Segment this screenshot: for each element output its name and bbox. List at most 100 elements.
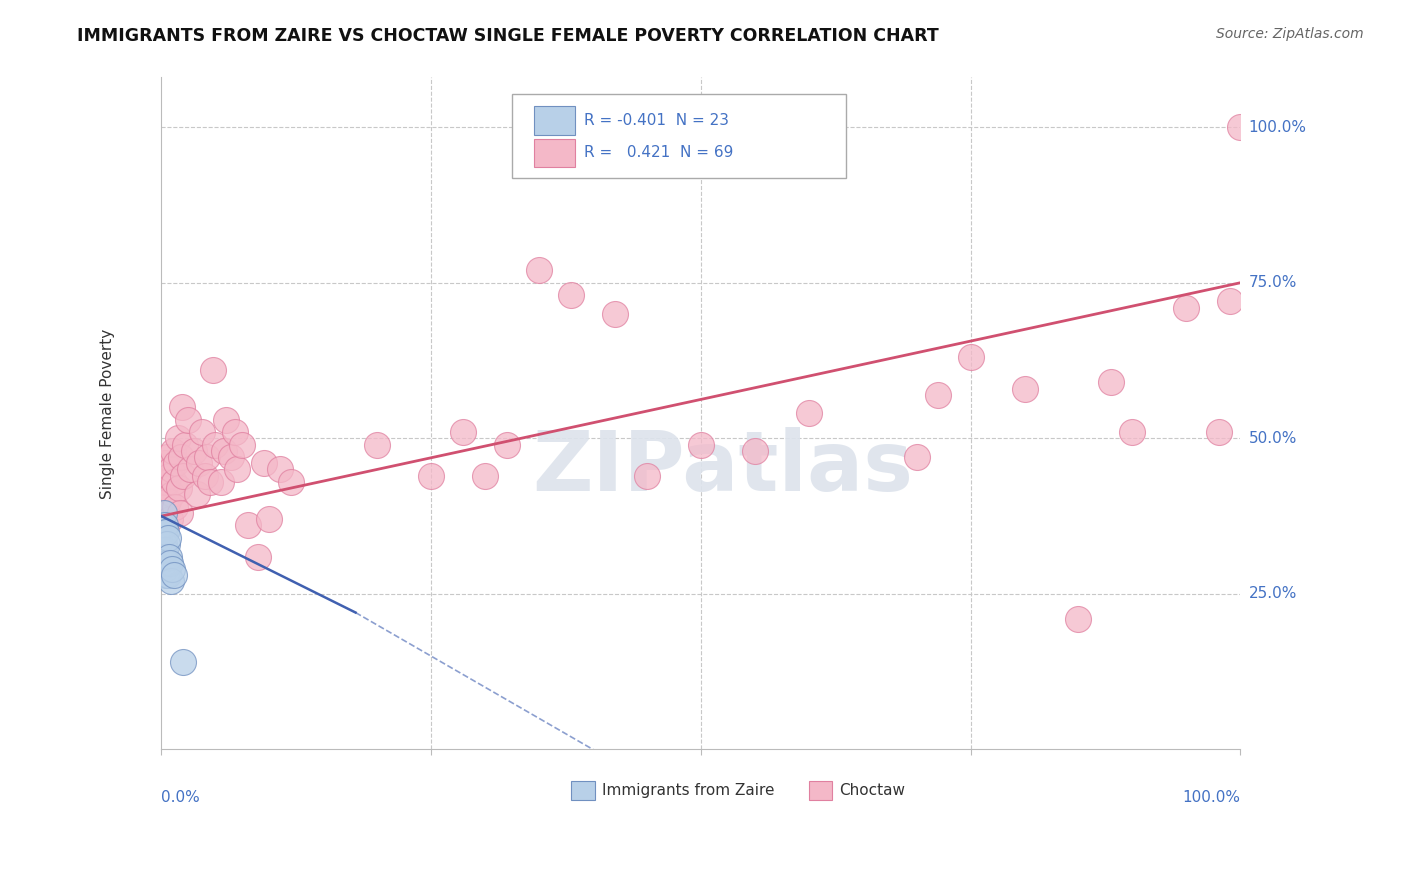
Text: R =   0.421  N = 69: R = 0.421 N = 69 — [585, 145, 734, 161]
Point — [224, 425, 246, 439]
Point — [156, 531, 179, 545]
Point — [157, 549, 180, 564]
Point — [453, 425, 475, 439]
Point — [156, 450, 179, 464]
Bar — [571, 781, 595, 800]
Point — [152, 524, 174, 539]
Point — [257, 512, 280, 526]
Point — [156, 568, 179, 582]
Point — [152, 543, 174, 558]
Point — [152, 506, 174, 520]
Point — [156, 556, 179, 570]
Point — [1175, 301, 1198, 315]
Point — [167, 481, 190, 495]
Text: 100.0%: 100.0% — [1249, 120, 1306, 135]
Point — [163, 568, 186, 582]
Point — [1208, 425, 1230, 439]
Point — [160, 574, 183, 589]
Point — [744, 443, 766, 458]
Point — [221, 450, 243, 464]
Point — [152, 506, 174, 520]
Point — [153, 456, 176, 470]
Text: 75.0%: 75.0% — [1249, 276, 1296, 290]
Point — [156, 475, 179, 489]
Point — [212, 443, 235, 458]
Point — [174, 437, 197, 451]
Point — [156, 493, 179, 508]
Point — [1218, 294, 1240, 309]
Point — [165, 456, 187, 470]
Point — [195, 450, 218, 464]
Text: R = -0.401  N = 23: R = -0.401 N = 23 — [585, 113, 730, 128]
Text: 100.0%: 100.0% — [1182, 789, 1240, 805]
Point — [153, 543, 176, 558]
Point — [269, 462, 291, 476]
Point — [152, 537, 174, 551]
Point — [166, 431, 188, 445]
Point — [191, 425, 214, 439]
Point — [236, 518, 259, 533]
Point — [225, 462, 247, 476]
Point — [215, 412, 238, 426]
Point — [186, 487, 208, 501]
Point — [156, 537, 179, 551]
Point — [366, 437, 388, 451]
Point — [188, 456, 211, 470]
FancyBboxPatch shape — [512, 95, 846, 178]
Point — [155, 568, 177, 582]
Point — [280, 475, 302, 489]
Point — [253, 456, 276, 470]
Point — [797, 406, 820, 420]
Point — [177, 412, 200, 426]
Point — [1067, 612, 1090, 626]
Point — [231, 437, 253, 451]
Point — [157, 468, 180, 483]
Point — [155, 549, 177, 564]
Point — [527, 263, 550, 277]
Point — [155, 524, 177, 539]
Point — [495, 437, 517, 451]
Point — [159, 512, 181, 526]
Point — [170, 450, 193, 464]
Point — [179, 462, 201, 476]
Point — [152, 556, 174, 570]
Point — [560, 288, 582, 302]
Point — [153, 562, 176, 576]
Point — [927, 388, 949, 402]
Point — [603, 307, 626, 321]
Point — [247, 549, 270, 564]
Point — [152, 481, 174, 495]
Point — [1121, 425, 1143, 439]
Point — [1014, 382, 1036, 396]
Point — [163, 475, 186, 489]
Point — [209, 475, 232, 489]
Point — [170, 401, 193, 415]
Point — [198, 475, 221, 489]
Point — [169, 506, 191, 520]
Text: Choctaw: Choctaw — [839, 783, 905, 798]
Text: 25.0%: 25.0% — [1249, 586, 1296, 601]
Point — [152, 518, 174, 533]
Point — [689, 437, 711, 451]
Point — [152, 531, 174, 545]
Point — [162, 443, 184, 458]
Point — [1229, 120, 1251, 135]
Text: ZIPatlas: ZIPatlas — [531, 426, 912, 508]
Text: 0.0%: 0.0% — [162, 789, 200, 805]
Bar — [534, 138, 575, 167]
Point — [159, 556, 181, 570]
Point — [193, 468, 215, 483]
Point — [160, 487, 183, 501]
Point — [905, 450, 928, 464]
Point — [204, 437, 226, 451]
Point — [165, 500, 187, 514]
Point — [160, 462, 183, 476]
Bar — [534, 106, 575, 135]
Point — [202, 363, 225, 377]
Point — [636, 468, 658, 483]
Text: 50.0%: 50.0% — [1249, 431, 1296, 446]
Point — [172, 468, 194, 483]
Point — [172, 656, 194, 670]
Point — [1099, 376, 1122, 390]
Text: Single Female Poverty: Single Female Poverty — [100, 328, 115, 499]
